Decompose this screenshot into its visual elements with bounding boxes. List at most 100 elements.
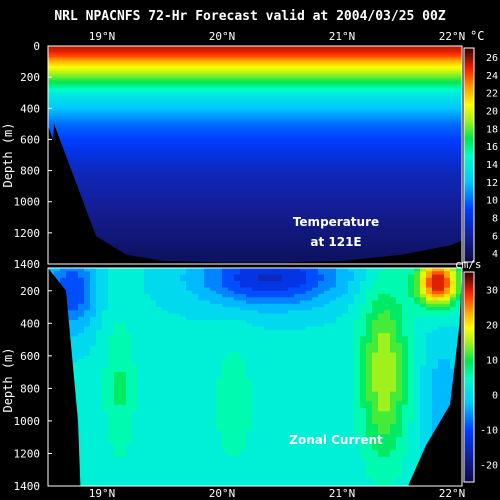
zonal-current-cell — [120, 313, 127, 318]
zonal-current-cell — [258, 368, 265, 373]
zonal-current-cell — [240, 385, 247, 389]
temperature-colorbar-label: 8 — [492, 213, 498, 224]
zonal-current-cell — [150, 414, 157, 419]
zonal-current-cell — [258, 378, 265, 383]
zonal-current-cell — [222, 290, 229, 295]
zonal-current-cell — [336, 453, 343, 458]
zonal-current-cell — [186, 339, 193, 344]
zonal-current-cell — [330, 375, 337, 380]
zonal-current-cell — [192, 378, 199, 383]
zonal-current-cell — [240, 404, 247, 409]
zonal-current-cell — [300, 355, 307, 360]
zonal-current-cell — [432, 381, 439, 386]
zonal-current-cell — [180, 349, 187, 354]
zonal-current-cell — [258, 414, 265, 419]
zonal-current-cell — [222, 466, 229, 471]
zonal-current-cell — [198, 375, 205, 380]
zonal-current-cell — [270, 404, 277, 409]
zonal-current-cell — [384, 466, 391, 471]
zonal-current-cell — [420, 420, 427, 425]
zonal-current-cell — [246, 430, 253, 435]
zonal-current-cell — [156, 391, 163, 396]
zonal-current-cell — [132, 459, 139, 464]
zonal-current-cell — [396, 355, 403, 360]
temperature-band — [48, 215, 462, 218]
zonal-current-cell — [354, 336, 361, 341]
zonal-current-cell — [78, 274, 85, 279]
zonal-current-cell — [252, 274, 259, 279]
zonal-current-cell — [294, 424, 301, 428]
zonal-current-cell — [138, 476, 145, 480]
zonal-current-cell — [396, 414, 403, 419]
zonal-current-cell — [216, 333, 223, 337]
zonal-current-cell — [372, 430, 379, 435]
zonal-current-cell — [372, 349, 379, 354]
zonal-current-cell — [384, 307, 391, 311]
zonal-current-cell — [384, 352, 391, 357]
zonal-current-cell — [168, 482, 175, 486]
zonal-current-cell — [96, 404, 103, 409]
zonal-current-cell — [84, 440, 91, 445]
zonal-current-cell — [132, 313, 139, 318]
zonal-current-cell — [342, 469, 349, 474]
zonal-current-cell — [312, 469, 319, 474]
temperature-band — [48, 179, 462, 182]
zonal-current-cell — [114, 349, 121, 354]
zonal-current-cell — [372, 326, 379, 331]
zonal-current-cell — [252, 466, 259, 471]
temperature-band — [48, 134, 462, 137]
zonal-current-cell — [336, 355, 343, 360]
zonal-current-cell — [246, 394, 253, 399]
zonal-current-cell — [414, 391, 421, 396]
zonal-current-cell — [174, 378, 181, 383]
zonal-current-cell — [264, 440, 271, 445]
zonal-current-cell — [234, 316, 241, 321]
zonal-current-cell — [288, 368, 295, 373]
zonal-current-cell — [426, 274, 433, 279]
zonal-current-cell — [294, 482, 301, 486]
zonal-current-cell — [300, 394, 307, 399]
zonal-current-cell — [264, 326, 271, 331]
zonal-current-cell — [186, 398, 193, 402]
zonal-current-cell — [330, 446, 337, 451]
zonal-current-cell — [162, 310, 169, 315]
zonal-current-cell — [348, 437, 355, 441]
zonal-current-cell — [156, 303, 163, 308]
zonal-current-cell — [204, 433, 211, 438]
zonal-current-cell — [282, 381, 289, 386]
zonal-current-cell — [318, 313, 325, 318]
zonal-current-cell — [84, 323, 91, 328]
zonal-current-cell — [138, 320, 145, 324]
zonal-current-cell — [438, 277, 445, 282]
zonal-current-cell — [102, 313, 109, 318]
zonal-current-cell — [126, 443, 133, 448]
zonal-current-cell — [144, 459, 151, 464]
zonal-current-cell — [228, 463, 235, 467]
zonal-current-cell — [222, 453, 229, 458]
zonal-current-cell — [402, 368, 409, 373]
zonal-current-cell — [258, 303, 265, 308]
temperature-colorbar-segment — [464, 116, 474, 120]
zonal-current-cell — [216, 307, 223, 311]
zonal-current-cell — [108, 320, 115, 324]
zonal-current-cell — [360, 472, 367, 477]
zonal-current-cell — [222, 362, 229, 367]
temperature-colorbar-segment — [464, 107, 474, 111]
zonal-current-cell — [426, 433, 433, 438]
temperature-band — [48, 240, 462, 243]
zonal-current-cell — [180, 307, 187, 311]
zonal-current-cell — [264, 388, 271, 393]
zonal-current-cell — [258, 287, 265, 292]
zonal-current-cell — [396, 427, 403, 432]
zonal-current-cell — [294, 407, 301, 412]
zonal-current-cell — [324, 323, 331, 328]
zonal-current-cell — [132, 472, 139, 477]
zonal-current-cell — [390, 391, 397, 396]
zonal-current-cell — [102, 284, 109, 289]
zonal-current-cell — [132, 342, 139, 347]
zonal-current-cell — [390, 414, 397, 419]
zonal-current-cell — [144, 323, 151, 328]
zonal-current-cell — [204, 381, 211, 386]
zonal-current-cell — [264, 414, 271, 419]
zonal-current-cell — [384, 404, 391, 409]
